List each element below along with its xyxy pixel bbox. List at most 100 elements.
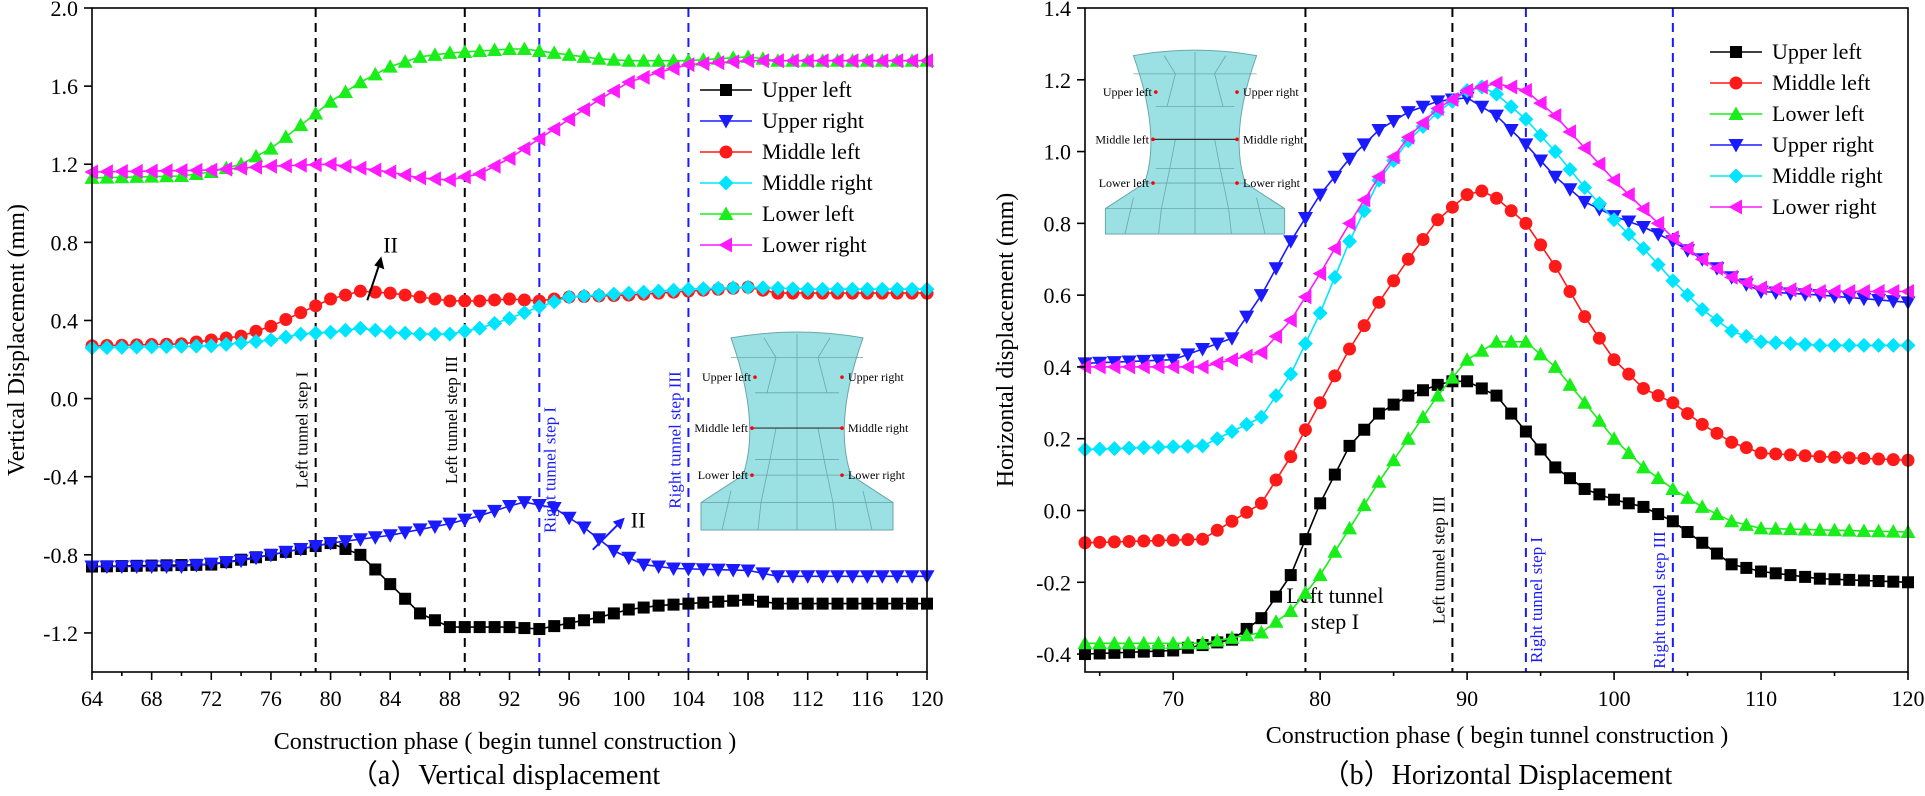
data-point (1650, 470, 1666, 485)
data-point (576, 102, 591, 118)
data-point (1578, 482, 1591, 495)
data-point (1343, 439, 1356, 452)
series-lower-left (1077, 334, 1916, 650)
data-point (576, 288, 592, 304)
inset-label: Lower right (1243, 176, 1301, 190)
data-point (1562, 162, 1578, 178)
data-point (1680, 240, 1694, 256)
data-point (367, 322, 383, 338)
data-point (428, 614, 441, 627)
data-point (173, 338, 189, 354)
data-point (173, 560, 189, 575)
data-point (725, 54, 740, 70)
data-point (203, 557, 219, 572)
data-point (742, 593, 755, 606)
data-point (1887, 575, 1900, 588)
inset-label: Middle left (694, 421, 748, 435)
data-point (263, 141, 279, 155)
data-point (1562, 377, 1578, 391)
data-point (891, 597, 904, 610)
data-point (278, 329, 294, 345)
data-point (502, 150, 516, 166)
data-point (442, 517, 458, 532)
data-point (1548, 259, 1562, 273)
data-point (1827, 284, 1841, 300)
data-point (1636, 381, 1650, 395)
data-point (725, 280, 741, 296)
data-point (414, 607, 427, 620)
data-point (516, 305, 532, 321)
data-point (1885, 337, 1901, 353)
data-point (1092, 635, 1108, 650)
data-point (1651, 389, 1665, 403)
data-point (1093, 535, 1107, 549)
data-point (412, 326, 428, 342)
legend-swatch-marker (718, 206, 734, 220)
data-point (1284, 569, 1297, 582)
mesh-line (817, 428, 825, 460)
x-tick-label: 72 (200, 686, 222, 711)
data-point (1635, 220, 1651, 235)
legend-label: Middle left (762, 139, 860, 164)
data-point (1886, 453, 1900, 467)
data-point (636, 53, 652, 67)
annotation-1: II (366, 232, 398, 301)
data-point (1283, 366, 1299, 382)
data-point (129, 169, 145, 183)
data-point (1283, 235, 1299, 249)
data-point (502, 311, 517, 327)
data-point (651, 283, 667, 299)
data-point (1415, 100, 1431, 115)
data-point (1444, 92, 1459, 108)
data-point (846, 597, 859, 610)
data-point (457, 323, 473, 339)
legend-label: Middle right (1772, 163, 1883, 188)
data-point (503, 292, 516, 306)
data-point (563, 617, 576, 630)
data-point (561, 289, 577, 305)
data-point (308, 540, 324, 554)
data-point (1591, 413, 1607, 427)
data-point (1622, 367, 1636, 381)
data-point (1489, 86, 1504, 102)
y-tick-label: 0.4 (51, 308, 79, 333)
data-point (1518, 111, 1534, 127)
data-point (1695, 417, 1709, 431)
data-point (114, 560, 130, 575)
data-point (1372, 295, 1386, 309)
data-point (1358, 423, 1371, 436)
data-point (1578, 310, 1592, 324)
data-point (1606, 431, 1622, 445)
data-point (710, 55, 725, 71)
data-point (1783, 448, 1797, 462)
data-point (591, 287, 607, 303)
data-point (337, 84, 353, 98)
data-point (1150, 635, 1166, 650)
data-point (1797, 522, 1813, 536)
data-point (1225, 514, 1239, 528)
data-point (1533, 95, 1547, 111)
data-point (487, 315, 503, 331)
data-point (1224, 630, 1240, 644)
data-point (458, 294, 472, 308)
data-point (1872, 575, 1885, 588)
data-point (1209, 337, 1225, 352)
data-point (1547, 108, 1562, 124)
data-point (636, 284, 652, 300)
data-point (293, 157, 307, 173)
data-point (1312, 305, 1328, 321)
data-point (1253, 625, 1269, 639)
x-tick-label: 88 (439, 686, 461, 711)
data-point (1136, 440, 1152, 456)
data-point (1284, 450, 1298, 464)
data-point (904, 570, 920, 584)
data-point (695, 56, 710, 72)
data-point (367, 66, 383, 81)
data-point (1195, 635, 1211, 650)
data-point (1842, 451, 1856, 465)
data-point (725, 564, 741, 578)
data-point (99, 560, 115, 575)
data-point (337, 322, 353, 338)
data-point (1813, 572, 1826, 585)
